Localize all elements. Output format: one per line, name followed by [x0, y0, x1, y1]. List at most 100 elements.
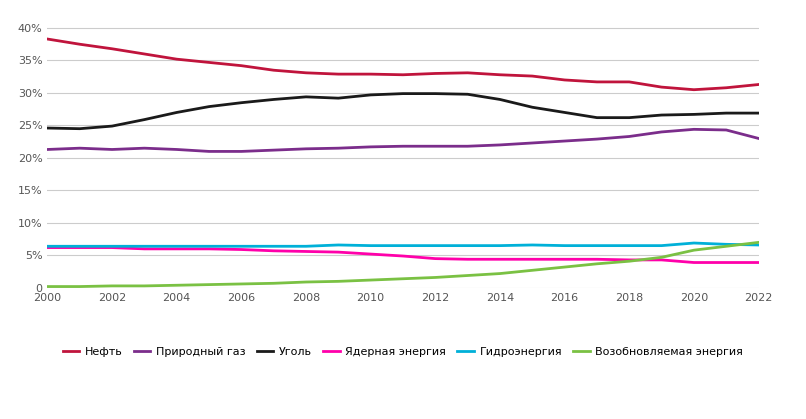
Нефть	[301, 70, 311, 75]
Ядерная энергия	[204, 246, 214, 251]
Возобновляемая энергия	[560, 264, 570, 269]
Уголь	[625, 115, 634, 120]
Возобновляемая энергия	[43, 284, 52, 289]
Ядерная энергия	[657, 257, 667, 262]
Нефть	[172, 57, 181, 62]
Возобновляемая энергия	[463, 273, 472, 278]
Уголь	[463, 92, 472, 97]
Ядерная энергия	[366, 251, 376, 256]
Нефть	[657, 85, 667, 90]
Нефть	[625, 79, 634, 84]
Возобновляемая энергия	[107, 283, 117, 288]
Legend: Нефть, Природный газ, Уголь, Ядерная энергия, Гидроэнергия, Возобновляемая энерг: Нефть, Природный газ, Уголь, Ядерная эне…	[58, 342, 748, 362]
Уголь	[269, 97, 279, 102]
Природный газ	[398, 144, 408, 149]
Нефть	[398, 72, 408, 77]
Ядерная энергия	[43, 245, 52, 250]
Гидроэнергия	[236, 244, 246, 249]
Line: Гидроэнергия: Гидроэнергия	[48, 243, 758, 246]
Природный газ	[592, 137, 602, 142]
Ядерная энергия	[754, 260, 763, 265]
Гидроэнергия	[398, 243, 408, 248]
Уголь	[334, 96, 343, 101]
Уголь	[721, 111, 731, 116]
Возобновляемая энергия	[236, 282, 246, 287]
Природный газ	[625, 134, 634, 139]
Уголь	[236, 100, 246, 105]
Гидроэнергия	[495, 243, 505, 248]
Line: Уголь: Уголь	[48, 93, 758, 129]
Природный газ	[754, 136, 763, 141]
Природный газ	[301, 146, 311, 151]
Гидроэнергия	[689, 241, 699, 246]
Нефть	[269, 68, 279, 73]
Уголь	[689, 112, 699, 117]
Ядерная энергия	[463, 257, 472, 262]
Нефть	[463, 70, 472, 75]
Ядерная энергия	[269, 248, 279, 253]
Природный газ	[689, 127, 699, 132]
Нефть	[43, 36, 52, 41]
Ядерная энергия	[301, 249, 311, 254]
Гидроэнергия	[172, 244, 181, 249]
Возобновляемая энергия	[657, 255, 667, 260]
Ядерная энергия	[236, 247, 246, 252]
Возобновляемая энергия	[592, 261, 602, 266]
Природный газ	[107, 147, 117, 152]
Природный газ	[430, 144, 440, 149]
Ядерная энергия	[527, 257, 537, 262]
Уголь	[495, 97, 505, 102]
Гидроэнергия	[43, 244, 52, 249]
Гидроэнергия	[721, 242, 731, 247]
Гидроэнергия	[334, 243, 343, 248]
Ядерная энергия	[139, 246, 149, 251]
Возобновляемая энергия	[366, 277, 376, 282]
Ядерная энергия	[625, 257, 634, 262]
Гидроэнергия	[560, 243, 570, 248]
Уголь	[366, 93, 376, 98]
Ядерная энергия	[495, 257, 505, 262]
Возобновляемая энергия	[301, 279, 311, 285]
Гидроэнергия	[527, 243, 537, 248]
Гидроэнергия	[430, 243, 440, 248]
Нефть	[721, 85, 731, 90]
Гидроэнергия	[657, 243, 667, 248]
Уголь	[754, 111, 763, 116]
Возобновляемая энергия	[527, 268, 537, 273]
Гидроэнергия	[204, 244, 214, 249]
Возобновляемая энергия	[139, 283, 149, 288]
Природный газ	[334, 146, 343, 151]
Возобновляемая энергия	[495, 271, 505, 276]
Гидроэнергия	[366, 243, 376, 248]
Природный газ	[204, 149, 214, 154]
Нефть	[139, 52, 149, 57]
Гидроэнергия	[75, 244, 85, 249]
Уголь	[107, 124, 117, 129]
Гидроэнергия	[592, 243, 602, 248]
Возобновляемая энергия	[398, 276, 408, 281]
Нефть	[495, 72, 505, 77]
Уголь	[204, 104, 214, 109]
Line: Нефть: Нефть	[48, 39, 758, 90]
Природный газ	[463, 144, 472, 149]
Нефть	[236, 63, 246, 68]
Природный газ	[43, 147, 52, 152]
Ядерная энергия	[107, 245, 117, 250]
Нефть	[430, 71, 440, 76]
Уголь	[301, 94, 311, 99]
Уголь	[592, 115, 602, 120]
Уголь	[657, 113, 667, 118]
Гидроэнергия	[463, 243, 472, 248]
Нефть	[527, 74, 537, 79]
Нефть	[204, 60, 214, 65]
Гидроэнергия	[139, 244, 149, 249]
Ядерная энергия	[592, 257, 602, 262]
Уголь	[43, 126, 52, 131]
Уголь	[398, 91, 408, 96]
Уголь	[560, 110, 570, 115]
Уголь	[139, 117, 149, 122]
Ядерная энергия	[75, 245, 85, 250]
Ядерная энергия	[172, 246, 181, 251]
Нефть	[366, 72, 376, 77]
Нефть	[75, 42, 85, 47]
